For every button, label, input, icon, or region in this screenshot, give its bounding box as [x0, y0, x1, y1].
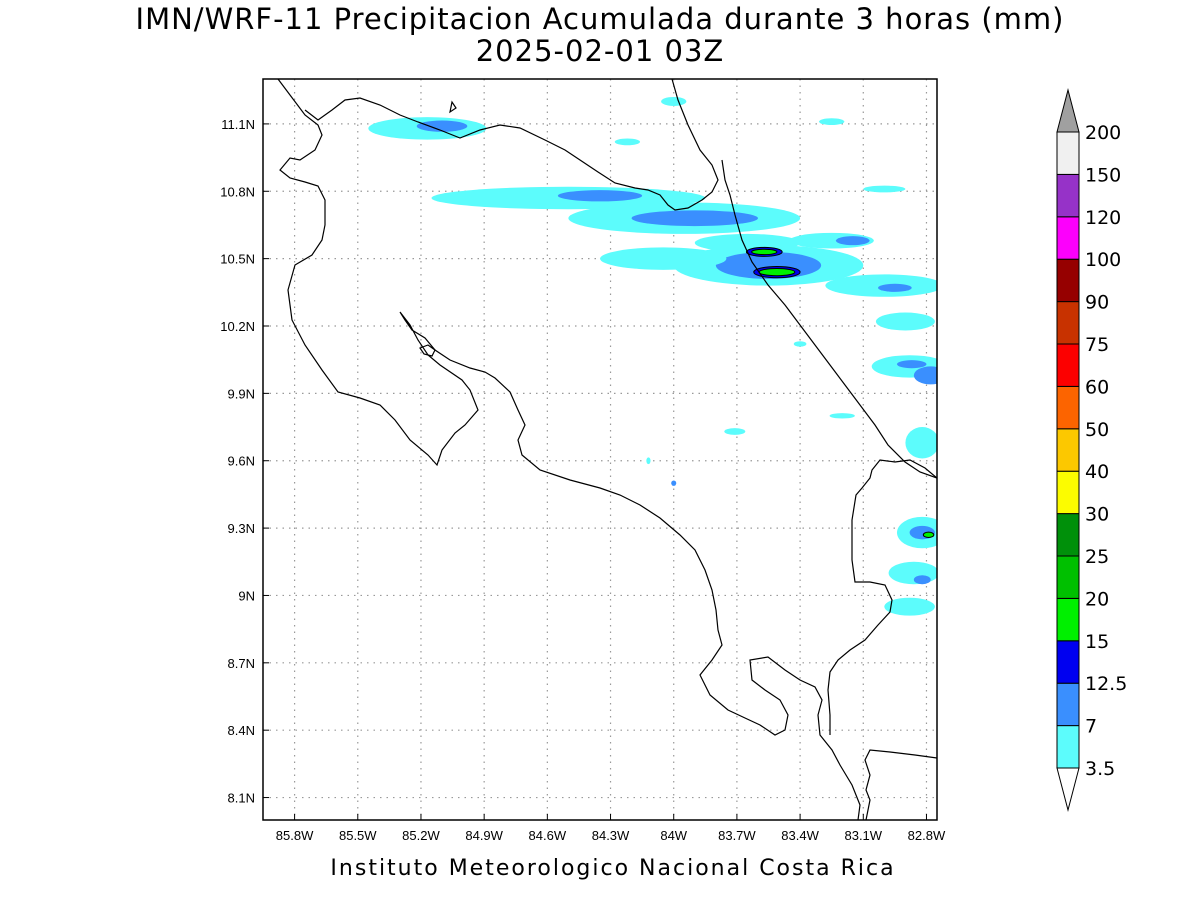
lon-tick-label: 84.3W — [592, 828, 630, 843]
precip-area-level-7 — [878, 283, 912, 292]
colorbar-swatch — [1056, 428, 1080, 472]
colorbar-swatch — [1056, 597, 1080, 642]
colorbar-label: 30 — [1085, 504, 1109, 526]
lon-tick-label: 84.9W — [465, 828, 503, 843]
precip-area-level-7 — [557, 190, 643, 202]
colorbar-swatch — [1056, 385, 1080, 430]
lon-tick-label: 82.8W — [908, 828, 946, 843]
precip-area-level-3.5 — [888, 561, 937, 585]
coastline-caribbean — [304, 79, 719, 211]
colorbar-swatch — [1056, 555, 1080, 599]
precip-area-level-3.5 — [819, 118, 845, 126]
colorbar-swatch — [1056, 470, 1080, 515]
colorbar: 3.5 7 12.5 15 20 25 30 40 50 60 75 90 100 120 150 200 — [1056, 88, 1127, 812]
lat-tick-label: 9.3N — [228, 521, 255, 536]
map-date-subtitle: 2025-02-01 03Z — [475, 34, 725, 68]
precip-area-level-15 — [758, 268, 796, 277]
colorbar-swatch — [1056, 301, 1080, 345]
lon-tick-label: 85.8W — [276, 828, 314, 843]
coastline-north — [277, 79, 937, 820]
coastline-panama-border — [827, 459, 937, 735]
precip-area-level-3.5 — [646, 457, 651, 465]
colorbar-label: 3.5 — [1085, 758, 1115, 780]
lon-tick-label: 85.2W — [402, 828, 440, 843]
colorbar-label: 100 — [1085, 249, 1121, 271]
precip-area-level-7 — [631, 210, 758, 227]
lat-tick-label: 8.4N — [228, 723, 255, 738]
lat-tick-label: 10.2N — [220, 319, 255, 334]
colorbar-swatch — [1056, 258, 1080, 303]
lon-tick-label: 84.6W — [529, 828, 567, 843]
colorbar-swatch — [1056, 131, 1080, 175]
precip-area-level-3.5 — [661, 96, 687, 106]
precip-area-level-7 — [913, 366, 937, 385]
precip-area-level-3.5 — [884, 597, 935, 616]
coastlines — [277, 79, 937, 820]
colorbar-label: 150 — [1085, 164, 1121, 186]
lat-tick-label: 11.1N — [221, 117, 255, 132]
precip-area-level-7 — [913, 575, 931, 585]
lat-tick-label: 8.1N — [228, 791, 255, 806]
colorbar-swatch — [1056, 216, 1080, 260]
colorbar-label: 7 — [1085, 716, 1097, 738]
precip-area-level-3.5 — [905, 427, 937, 459]
colorbar-label: 200 — [1085, 122, 1121, 144]
precip-area-level-7 — [671, 480, 677, 486]
coastline-east — [721, 159, 937, 479]
longitude-labels: 85.8W 85.5W 85.2W 84.9W 84.6W 84.3W 84W 83.7W 83… — [276, 828, 946, 843]
precip-area-level-3.5 — [863, 185, 906, 193]
colorbar-label: 120 — [1085, 207, 1121, 229]
precip-area-level-3.5 — [600, 247, 727, 270]
lat-tick-label: 8.7N — [228, 656, 255, 671]
precip-area-level-15 — [751, 248, 778, 256]
lake-island — [419, 344, 436, 357]
lon-tick-label: 85.5W — [339, 828, 377, 843]
colorbar-label: 40 — [1085, 461, 1109, 483]
colorbar-label: 25 — [1085, 546, 1109, 568]
lon-tick-label: 84W — [660, 828, 687, 843]
precip-area-level-7 — [896, 360, 927, 369]
precip-area-level-3.5 — [875, 312, 935, 331]
map-frame — [262, 78, 938, 821]
lon-tick-label: 83.7W — [718, 828, 756, 843]
lon-tick-label: 83.4W — [781, 828, 819, 843]
lat-tick-label: 9.6N — [228, 454, 255, 469]
map-title: IMN/WRF-11 Precipitacion Acumulada duran… — [135, 2, 1065, 36]
colorbar-label: 15 — [1085, 631, 1109, 653]
precipitation-field — [368, 96, 937, 616]
precip-area-level-3.5 — [614, 138, 641, 146]
colorbar-max-arrow — [1056, 88, 1080, 133]
colorbar-min-arrow — [1056, 767, 1080, 812]
colorbar-swatch — [1056, 725, 1080, 769]
colorbar-swatch — [1056, 513, 1080, 557]
precip-area-level-3.5 — [724, 428, 746, 435]
lat-tick-label: 10.5N — [220, 252, 255, 267]
lat-tick-label: 10.8N — [220, 184, 255, 199]
colorbar-swatch — [1056, 682, 1080, 727]
colorbar-swatch — [1056, 173, 1080, 218]
precip-area-level-7 — [416, 120, 468, 132]
lat-tick-label: 9.9N — [228, 386, 255, 401]
latitude-labels: 11.1N 10.8N 10.5N 10.2N 9.9N 9.6N 9.3N 9N 8.7N 8.… — [220, 117, 255, 806]
footer-credit: Instituto Meteorologico Nacional Costa R… — [330, 856, 896, 881]
lon-tick-label: 83.1W — [844, 828, 882, 843]
precip-area-level-3.5 — [829, 413, 855, 419]
colorbar-label: 60 — [1085, 376, 1109, 398]
colorbar-label: 75 — [1085, 334, 1109, 356]
lat-tick-label: 9N — [238, 588, 255, 603]
precip-area-level-3.5 — [793, 341, 807, 347]
precip-area-level-7 — [835, 236, 870, 246]
precip-area-level-15 — [922, 531, 935, 539]
colorbar-label: 20 — [1085, 588, 1109, 610]
island-north — [449, 100, 457, 114]
colorbar-label: 90 — [1085, 292, 1109, 314]
colorbar-label: 12.5 — [1085, 673, 1127, 695]
colorbar-swatch — [1056, 640, 1080, 684]
colorbar-label: 50 — [1085, 419, 1109, 441]
colorbar-swatch — [1056, 343, 1080, 387]
